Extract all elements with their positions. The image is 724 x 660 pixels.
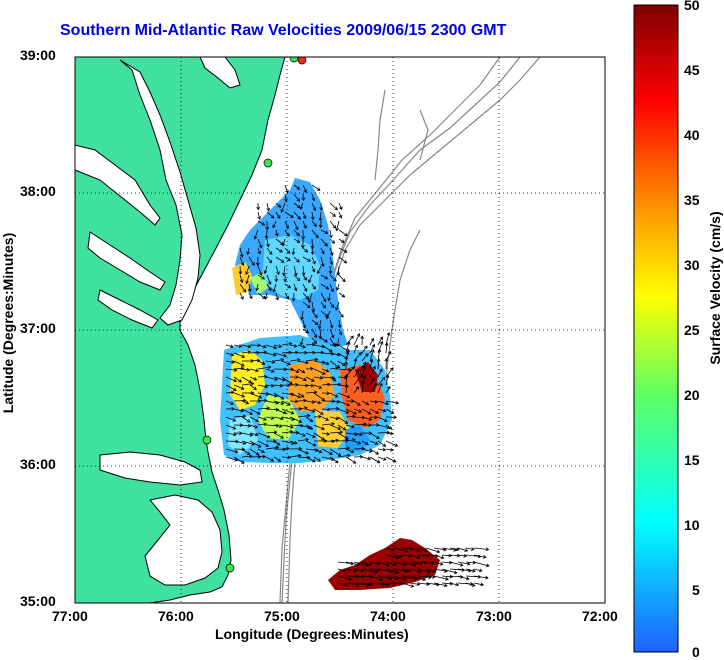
station-marker	[226, 564, 234, 572]
station-marker	[203, 436, 211, 444]
station-marker	[264, 159, 272, 167]
colorbar	[634, 5, 678, 652]
station-marker	[290, 54, 298, 62]
